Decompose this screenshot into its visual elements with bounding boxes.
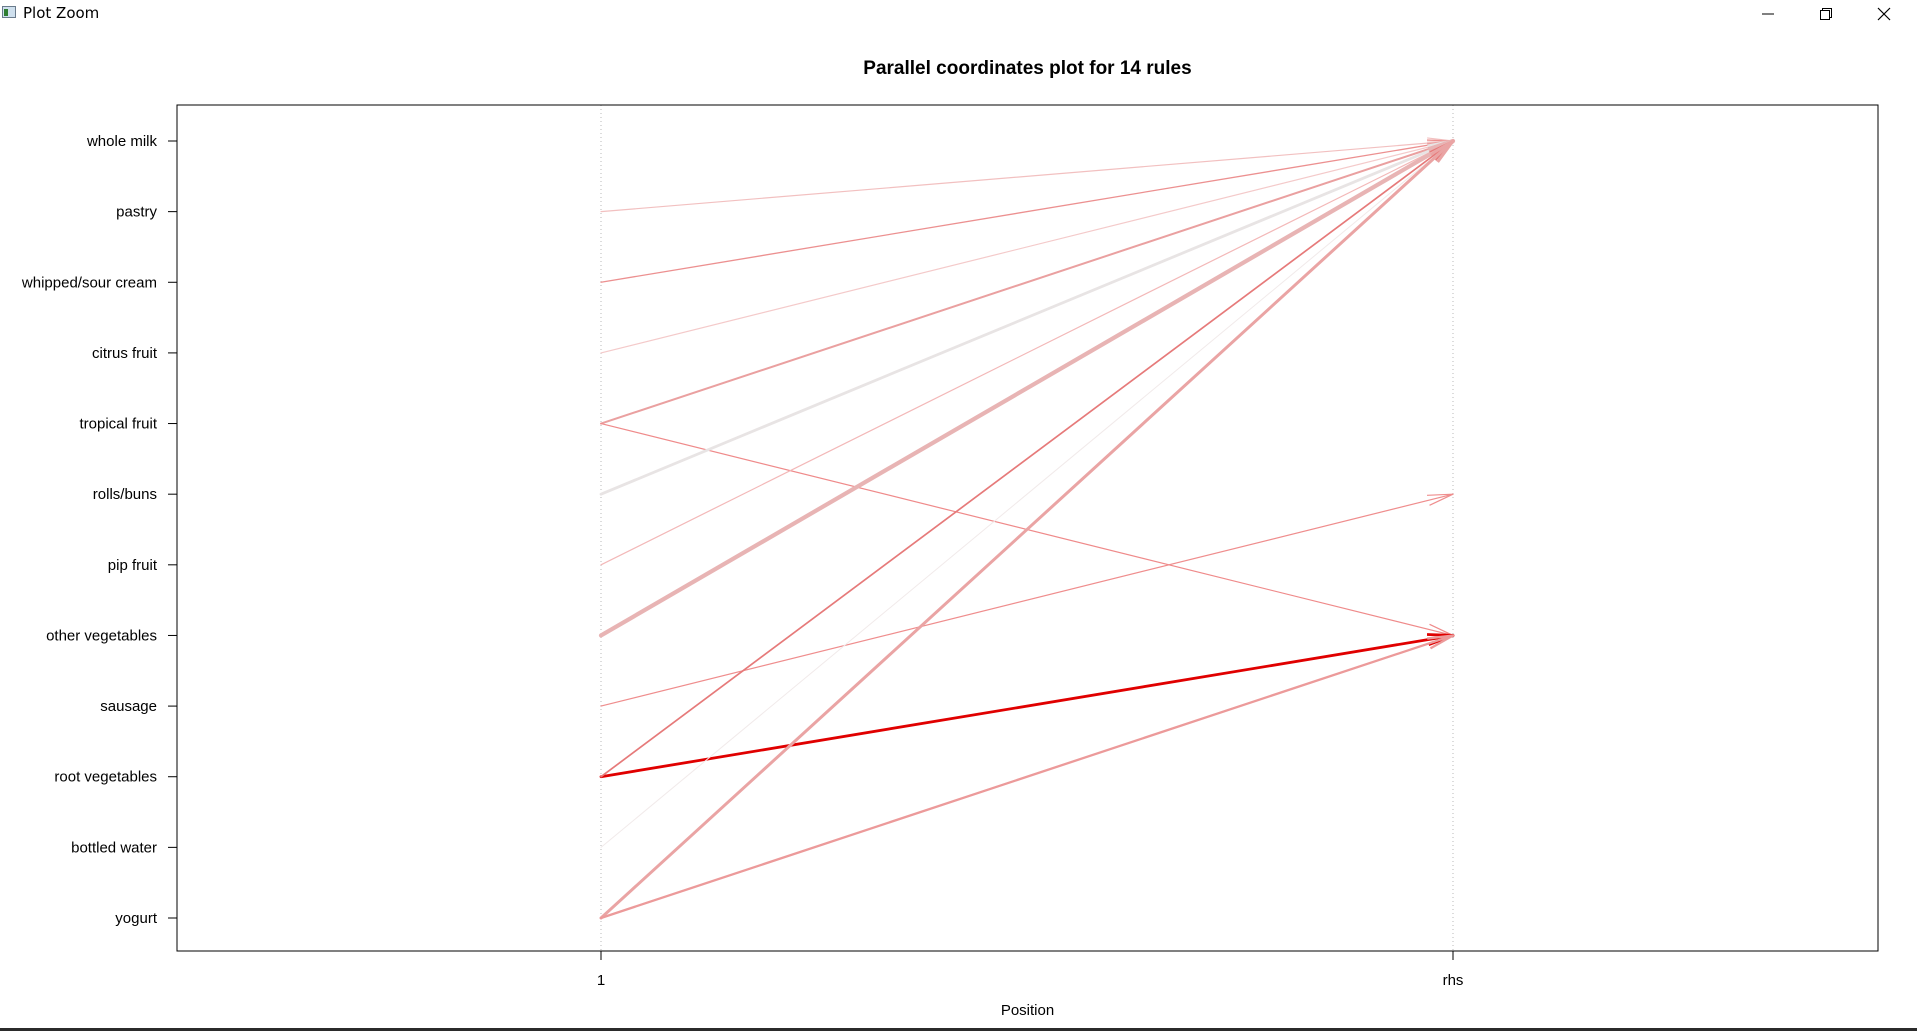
rule-yogurt-to-whole-milk bbox=[599, 139, 1455, 920]
y-tick-label-citrus-fruit: citrus fruit bbox=[92, 345, 158, 362]
window-title: Plot Zoom bbox=[23, 4, 100, 22]
y-tick-label-rolls-buns: rolls/buns bbox=[93, 486, 157, 503]
rule-line bbox=[600, 140, 1454, 425]
window-bottom-border bbox=[0, 1028, 1917, 1031]
rule-arrowhead bbox=[1427, 634, 1455, 650]
plot-frame bbox=[176, 104, 1879, 952]
y-tick-label-tropical-fruit: tropical fruit bbox=[79, 416, 157, 433]
restore-button[interactable] bbox=[1797, 0, 1855, 27]
app-icon bbox=[2, 6, 16, 18]
window-titlebar: Plot Zoom bbox=[0, 0, 1917, 27]
x-tick-label-rhs: rhs bbox=[1443, 972, 1464, 989]
y-tick-label-yogurt: yogurt bbox=[115, 910, 158, 927]
rule-arrowhead bbox=[1426, 493, 1454, 506]
x-axis-label: Position bbox=[1001, 1002, 1054, 1019]
y-tick-label-pastry: pastry bbox=[116, 204, 157, 221]
rule-whipped-sour-cream-to-whole-milk bbox=[600, 139, 1454, 283]
close-button[interactable] bbox=[1855, 0, 1913, 27]
minimize-icon bbox=[1762, 13, 1774, 14]
close-icon bbox=[1877, 7, 1891, 20]
rule-line bbox=[600, 140, 1454, 354]
rule-line bbox=[598, 138, 1456, 638]
y-tick-label-bottled-water: bottled water bbox=[71, 839, 157, 856]
rule-root-vegetables-to-whole-milk bbox=[600, 140, 1454, 778]
y-tick-label-other-vegetables: other vegetables bbox=[46, 627, 157, 644]
rule-line bbox=[599, 634, 1455, 779]
x-tick-label-1: 1 bbox=[597, 972, 605, 989]
rule-root-vegetables-to-other-vegetables bbox=[599, 633, 1455, 779]
y-tick-label-pip-fruit: pip fruit bbox=[108, 557, 158, 574]
rule-other-vegetables-to-whole-milk bbox=[598, 138, 1456, 638]
rule-line bbox=[599, 634, 1455, 920]
y-tick-label-root-vegetables: root vegetables bbox=[54, 769, 157, 786]
rule-line bbox=[600, 140, 1454, 213]
rule-line bbox=[600, 140, 1454, 283]
y-tick-label-sausage: sausage bbox=[100, 698, 157, 715]
chart-title: Parallel coordinates plot for 14 rules bbox=[863, 58, 1191, 79]
rule-tropical-fruit-to-whole-milk bbox=[600, 140, 1454, 425]
y-tick-label-whole-milk: whole milk bbox=[86, 133, 158, 150]
rule-pastry-to-whole-milk bbox=[600, 137, 1454, 213]
y-tick-label-whipped-sour-cream: whipped/sour cream bbox=[21, 274, 157, 291]
rule-sausage-to-rolls-buns bbox=[600, 493, 1454, 707]
rule-line bbox=[599, 139, 1455, 496]
rule-pip-fruit-to-whole-milk bbox=[600, 140, 1454, 566]
minimize-button[interactable] bbox=[1739, 0, 1797, 27]
rule-line bbox=[600, 493, 1454, 707]
rule-line bbox=[600, 140, 1454, 848]
restore-icon bbox=[1820, 7, 1832, 20]
rule-line bbox=[600, 140, 1454, 778]
parallel-coordinates-chart: Parallel coordinates plot for 14 rules wh… bbox=[21, 58, 1879, 1019]
rule-arrowhead bbox=[1429, 139, 1455, 163]
rule-yogurt-to-other-vegetables bbox=[599, 634, 1455, 920]
rule-line bbox=[600, 140, 1454, 566]
rule-rolls-buns-to-whole-milk bbox=[599, 139, 1455, 496]
rule-line bbox=[599, 139, 1455, 920]
